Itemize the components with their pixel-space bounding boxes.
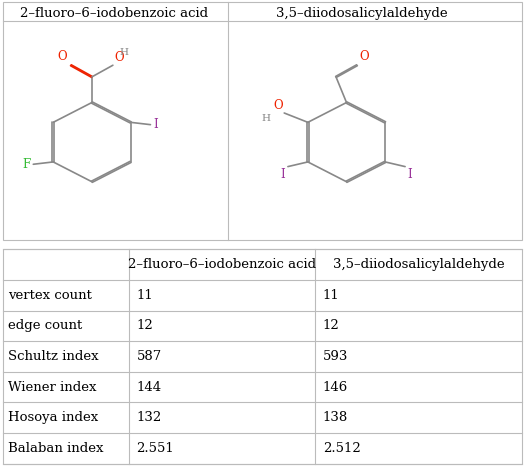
Text: 144: 144 [136, 381, 162, 394]
Text: I: I [408, 168, 413, 181]
Text: 3,5–diiodosalicylaldehyde: 3,5–diiodosalicylaldehyde [276, 7, 448, 20]
Text: 2–fluoro–6–iodobenzoic acid: 2–fluoro–6–iodobenzoic acid [128, 258, 316, 271]
Text: 138: 138 [323, 411, 348, 424]
Text: edge count: edge count [8, 319, 82, 332]
Text: 12: 12 [136, 319, 153, 332]
Text: O: O [57, 50, 67, 63]
Text: I: I [154, 118, 159, 131]
Bar [3, 2, 522, 240]
Text: O: O [273, 99, 282, 112]
Text: 2–fluoro–6–iodobenzoic acid: 2–fluoro–6–iodobenzoic acid [20, 7, 208, 20]
Text: 2.512: 2.512 [323, 442, 361, 455]
Text: vertex count: vertex count [8, 289, 92, 302]
Text: 11: 11 [136, 289, 153, 302]
Text: O: O [359, 50, 369, 63]
Text: Schultz index: Schultz index [8, 350, 99, 363]
Text: Wiener index: Wiener index [8, 381, 97, 394]
Text: I: I [280, 168, 285, 181]
Text: F: F [22, 158, 30, 171]
Text: 11: 11 [323, 289, 340, 302]
Text: 12: 12 [323, 319, 340, 332]
Text: Hosoya index: Hosoya index [8, 411, 98, 424]
Text: 593: 593 [323, 350, 348, 363]
Text: 146: 146 [323, 381, 348, 394]
Bar [3, 249, 522, 464]
Text: 587: 587 [136, 350, 162, 363]
Text: 2.551: 2.551 [136, 442, 174, 455]
Text: 132: 132 [136, 411, 162, 424]
Text: O: O [114, 51, 124, 64]
Text: 3,5–diiodosalicylaldehyde: 3,5–diiodosalicylaldehyde [333, 258, 505, 271]
Text: Balaban index: Balaban index [8, 442, 103, 455]
Text: H: H [120, 48, 129, 57]
Text: H: H [261, 114, 270, 123]
